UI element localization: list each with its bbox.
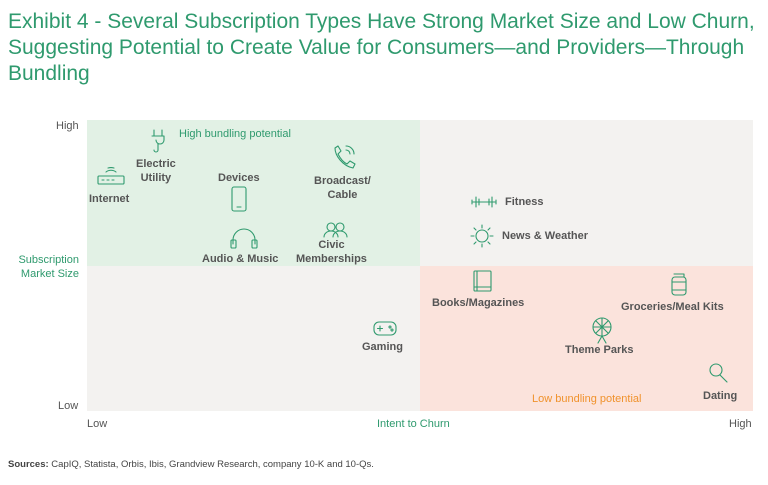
source-note: Sources: CapIQ, Statista, Orbis, Ibis, G… (8, 459, 374, 470)
point-label-books-magazines: Books/Magazines (432, 297, 525, 309)
point-label-audio-music: Audio & Music (202, 253, 279, 265)
quadrant-low-size-high-churn (420, 266, 753, 411)
point-label-electric-utility: Electric Utility (136, 158, 176, 184)
phone-handset-icon (334, 145, 356, 169)
router-icon (97, 167, 125, 185)
high-bundling-label: High bundling potential (179, 128, 291, 140)
point-label-gaming: Gaming (362, 341, 403, 353)
search-icon (709, 363, 728, 383)
x-tick-high: High (729, 418, 752, 430)
gamepad-icon (373, 321, 397, 336)
point-label-civic-memberships: Civic Memberships (296, 239, 367, 265)
phone-icon (231, 186, 247, 212)
headphones-icon (230, 228, 258, 249)
dumbbell-icon (471, 196, 497, 208)
sun-icon (470, 224, 494, 248)
point-label-fitness: Fitness (505, 196, 544, 208)
point-label-dating: Dating (703, 390, 738, 402)
quadrant-low-size-low-churn (87, 266, 420, 411)
point-label-theme-parks: Theme Parks (565, 344, 634, 356)
jar-icon (671, 273, 687, 296)
source-text: CapIQ, Statista, Orbis, Ibis, Grandview … (48, 459, 374, 470)
source-prefix: Sources: (8, 459, 49, 470)
point-label-devices: Devices (218, 172, 260, 184)
point-label-broadcast-cable: Broadcast/ Cable (314, 175, 371, 201)
y-tick-high: High (56, 120, 79, 132)
chart-title: Exhibit 4 - Several Subscription Types H… (8, 10, 755, 85)
x-axis-title: Intent to Churn (377, 418, 450, 430)
y-tick-low: Low (58, 400, 79, 412)
y-axis-title: Subscription Market Size (18, 254, 79, 280)
point-label-groceries-meal-kits: Groceries/Meal Kits (621, 301, 724, 313)
point-label-internet: Internet (89, 193, 130, 205)
people-icon (323, 222, 348, 238)
chart-plot-area (87, 120, 753, 411)
x-tick-low: Low (87, 418, 108, 430)
low-bundling-label: Low bundling potential (532, 393, 642, 405)
point-label-news-weather: News & Weather (502, 230, 588, 242)
quadrant-high-size-high-churn (420, 120, 753, 266)
ferris-wheel-icon (592, 317, 612, 344)
plug-icon (151, 129, 165, 153)
book-icon (473, 270, 492, 292)
quadrant-high-size-low-churn (87, 120, 420, 266)
